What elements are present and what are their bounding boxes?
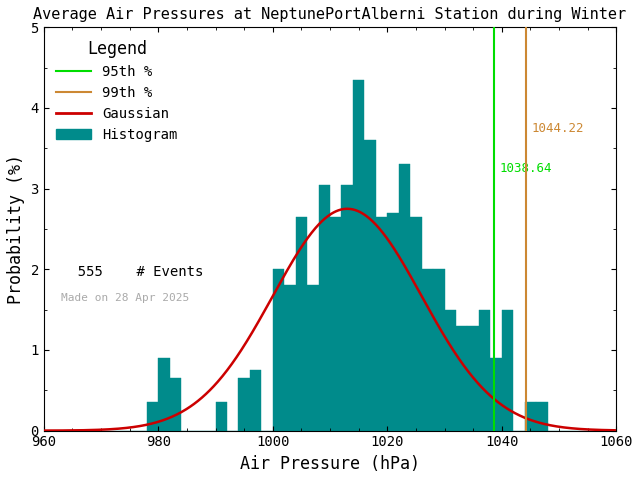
Bar xyxy=(353,80,364,431)
Text: 1038.64: 1038.64 xyxy=(500,162,552,175)
X-axis label: Air Pressure (hPa): Air Pressure (hPa) xyxy=(240,455,420,473)
Bar xyxy=(467,326,479,431)
Bar xyxy=(296,217,307,431)
Bar xyxy=(422,269,433,431)
Bar xyxy=(490,358,502,431)
Bar xyxy=(364,140,376,431)
Bar xyxy=(158,358,170,431)
Text: 1044.22: 1044.22 xyxy=(532,121,584,134)
Bar xyxy=(479,310,490,431)
Bar xyxy=(536,402,548,431)
Legend: 95th %, 99th %, Gaussian, Histogram: 95th %, 99th %, Gaussian, Histogram xyxy=(51,34,183,147)
Bar xyxy=(307,286,319,431)
Bar xyxy=(376,217,387,431)
Text: Made on 28 Apr 2025: Made on 28 Apr 2025 xyxy=(61,293,189,303)
Bar xyxy=(273,269,284,431)
Bar xyxy=(250,370,261,431)
Bar xyxy=(284,286,296,431)
Bar xyxy=(216,402,227,431)
Bar xyxy=(502,310,513,431)
Bar xyxy=(445,310,456,431)
Bar xyxy=(456,326,467,431)
Bar xyxy=(399,165,410,431)
Bar xyxy=(239,378,250,431)
Bar xyxy=(147,402,158,431)
Bar xyxy=(170,378,181,431)
Bar xyxy=(319,185,330,431)
Text: 555    # Events: 555 # Events xyxy=(61,265,204,279)
Title: Average Air Pressures at NeptunePortAlberni Station during Winter: Average Air Pressures at NeptunePortAlbe… xyxy=(33,7,627,22)
Bar xyxy=(433,269,445,431)
Bar xyxy=(387,213,399,431)
Y-axis label: Probability (%): Probability (%) xyxy=(7,154,25,304)
Bar xyxy=(330,217,342,431)
Bar xyxy=(342,185,353,431)
Bar xyxy=(410,217,422,431)
Bar xyxy=(525,402,536,431)
